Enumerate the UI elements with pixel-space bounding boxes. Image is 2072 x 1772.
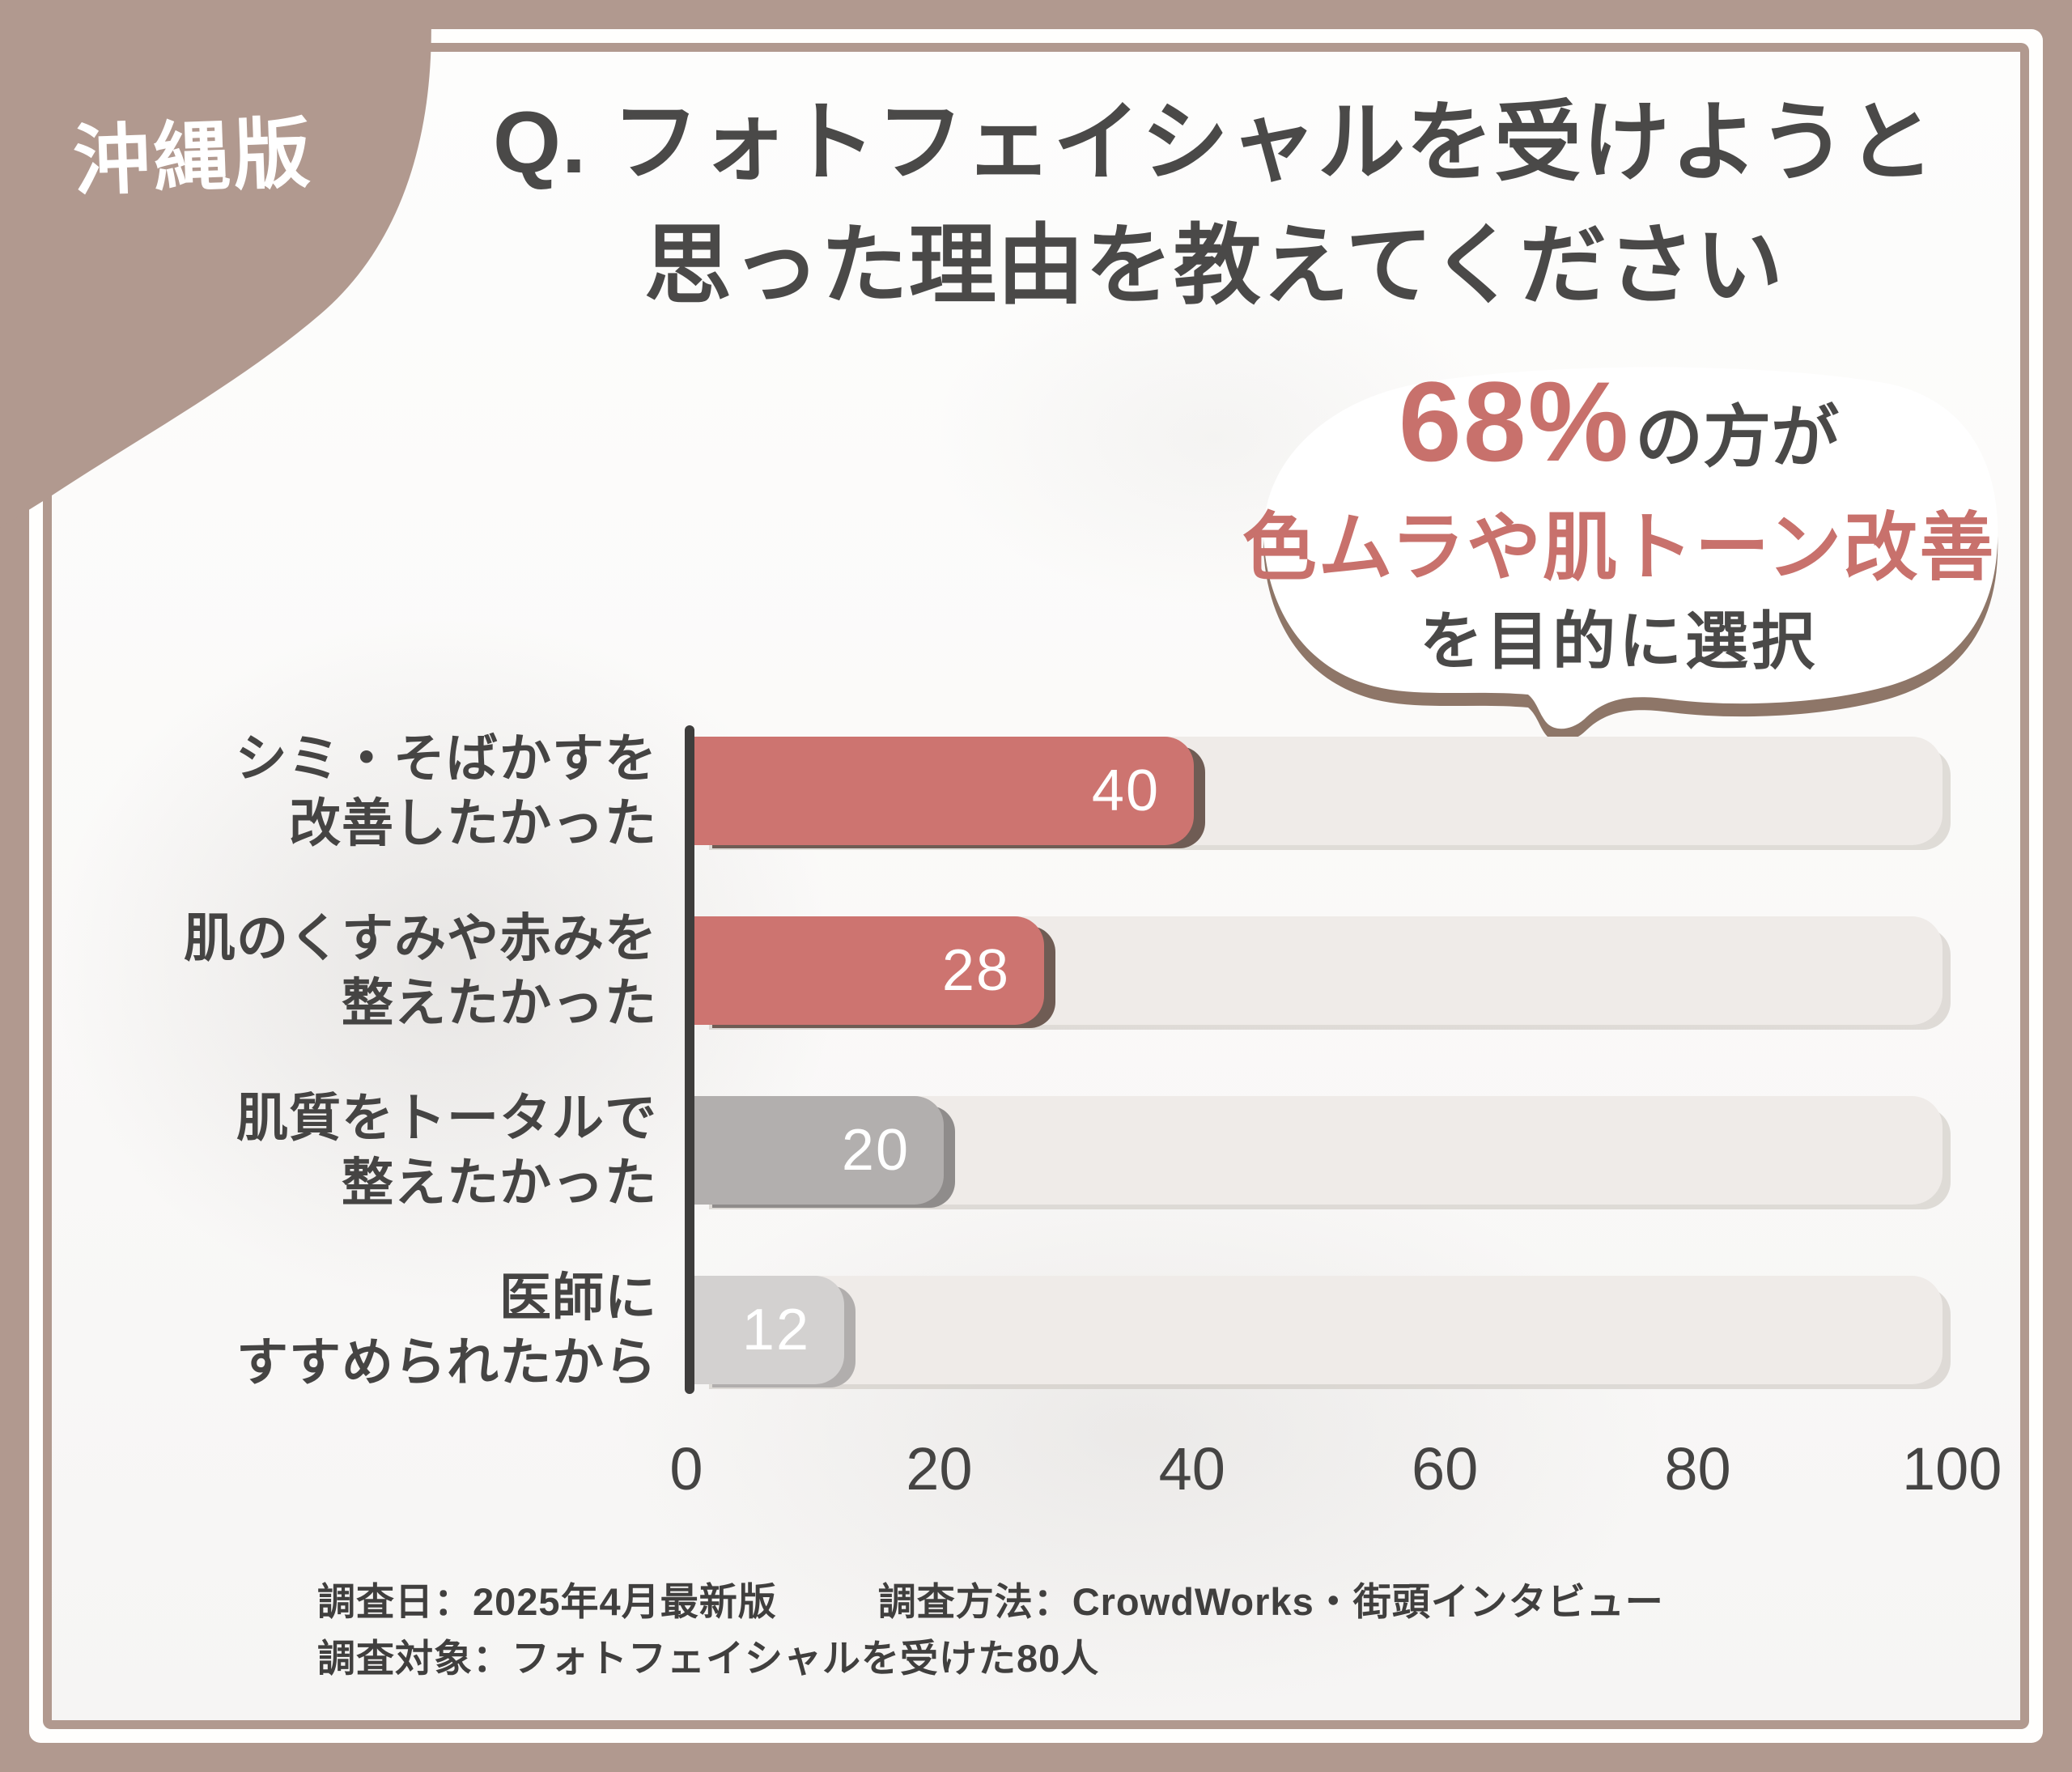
page-title-line2: 思った理由を教えてください (643, 216, 1785, 314)
thought-bubble-shape (1263, 367, 1998, 805)
bar-track: 28 (694, 916, 1942, 1025)
bar-track: 12 (694, 1276, 1942, 1384)
stat-suffix: の方が (1635, 399, 1840, 475)
y-axis-line (685, 725, 694, 1394)
survey-date: 調査日：2025年4月最新版 (317, 1580, 777, 1623)
category-label: 医師に すすめられたから (236, 1268, 657, 1392)
bar-ishi-susume: 12 (694, 1276, 844, 1384)
bar-track: 20 (694, 1096, 1942, 1205)
bubble-highlight-text: 色ムラや肌トーン改善 (1242, 507, 1996, 589)
page-title: Q. フォトフェイシャルを受けようと 思った理由を教えてください (421, 81, 2007, 327)
survey-meta-line1: 調査日：2025年4月最新版 調査方法：CrowdWorks・街頭インタビュー (317, 1570, 1664, 1626)
bar-track: 40 (694, 737, 1942, 845)
region-badge: 沖縄版 (71, 110, 316, 206)
stat-percentage: 68% (1398, 358, 1631, 485)
x-tick: 40 (1158, 1435, 1225, 1502)
bar-shimi-sobakasu: 40 (694, 737, 1194, 845)
frame-inner-line (43, 43, 2029, 1729)
survey-target: 調査対象：フォトフェイシャルを受けた80人 (317, 1637, 1100, 1680)
corner-blob-shape (0, 0, 431, 528)
x-tick: 60 (1412, 1435, 1479, 1502)
survey-method: 調査方法：CrowdWorks・街頭インタビュー (877, 1580, 1664, 1623)
x-tick: 100 (1901, 1435, 2002, 1502)
category-label: 肌質をトータルで 整えたかった (236, 1089, 657, 1212)
bar-value-label: 28 (941, 938, 1010, 1003)
page-title-line1: Q. フォトフェイシャルを受けようと (492, 93, 1936, 191)
bar-value-label: 20 (841, 1118, 910, 1183)
bubble-stat-line: 68% の方が (1246, 356, 1991, 486)
x-axis-ticks: 0 20 40 60 80 100 (638, 1434, 2002, 1503)
x-tick: 80 (1664, 1435, 1731, 1502)
bar-value-label: 40 (1091, 759, 1160, 823)
bubble-purpose-text: を目的に選択 (1419, 606, 1818, 677)
category-label: 肌のくすみや赤みを 整えたかった (184, 909, 657, 1032)
category-label: シミ・そばかすを 改善したかった (235, 729, 657, 852)
x-tick: 0 (669, 1435, 703, 1502)
bar-value-label: 12 (741, 1298, 810, 1362)
bar-kusumi-akami: 28 (694, 916, 1044, 1025)
x-tick: 20 (906, 1435, 973, 1502)
bar-hadashitsu-total: 20 (694, 1096, 944, 1205)
